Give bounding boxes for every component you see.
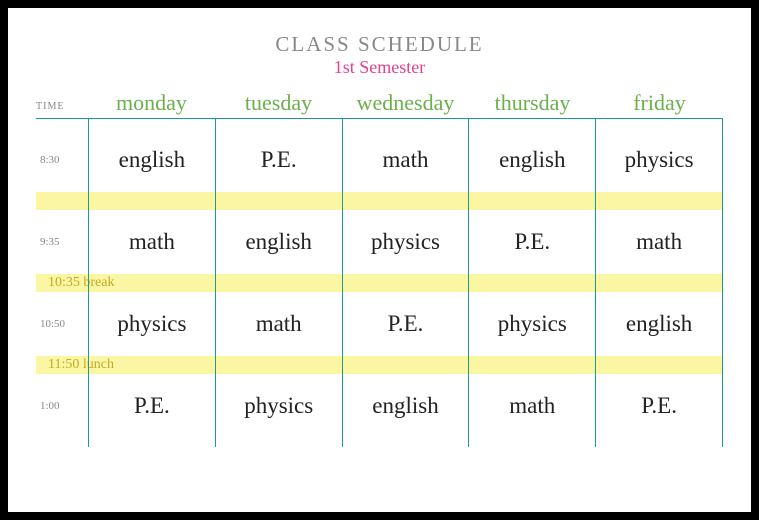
- schedule-page: CLASS SCHEDULE 1st Semester TIME monday …: [8, 8, 751, 512]
- day-header-mon: monday: [88, 90, 215, 118]
- class-cell: physics: [468, 283, 595, 365]
- class-cell: P.E.: [468, 201, 595, 283]
- day-header-thu: thursday: [469, 90, 596, 118]
- class-cell: math: [595, 201, 723, 283]
- page-subtitle: 1st Semester: [36, 57, 723, 78]
- class-cell: english: [215, 201, 342, 283]
- class-cell: physics: [88, 283, 215, 365]
- class-cell: math: [88, 201, 215, 283]
- body-rows: 10:35 break 11:50 lunch 8:30 english P.E…: [36, 119, 723, 447]
- class-cell: math: [468, 365, 595, 447]
- day-header-wed: wednesday: [342, 90, 469, 118]
- class-cell: english: [88, 119, 215, 201]
- class-cell: physics: [595, 119, 723, 201]
- day-header-tue: tuesday: [215, 90, 342, 118]
- class-cell: physics: [342, 201, 469, 283]
- page-title: CLASS SCHEDULE: [36, 32, 723, 57]
- day-header-fri: friday: [596, 90, 723, 118]
- class-cell: physics: [215, 365, 342, 447]
- time-cell: 8:30: [36, 119, 88, 201]
- class-cell: english: [468, 119, 595, 201]
- class-cell: P.E.: [595, 365, 723, 447]
- class-cell: english: [342, 365, 469, 447]
- header-row: TIME monday tuesday wednesday thursday f…: [36, 90, 723, 119]
- class-cell: P.E.: [342, 283, 469, 365]
- time-cell: 9:35: [36, 201, 88, 283]
- table-row: 1:00 P.E. physics english math P.E.: [36, 365, 723, 447]
- class-cell: english: [595, 283, 723, 365]
- table-row: 9:35 math english physics P.E. math: [36, 201, 723, 283]
- time-cell: 10:50: [36, 283, 88, 365]
- time-cell: 1:00: [36, 365, 88, 447]
- schedule-table: TIME monday tuesday wednesday thursday f…: [36, 90, 723, 447]
- time-header: TIME: [36, 90, 88, 118]
- class-cell: P.E.: [88, 365, 215, 447]
- class-cell: P.E.: [215, 119, 342, 201]
- class-cell: math: [342, 119, 469, 201]
- class-cell: math: [215, 283, 342, 365]
- table-row: 10:50 physics math P.E. physics english: [36, 283, 723, 365]
- table-row: 8:30 english P.E. math english physics: [36, 119, 723, 201]
